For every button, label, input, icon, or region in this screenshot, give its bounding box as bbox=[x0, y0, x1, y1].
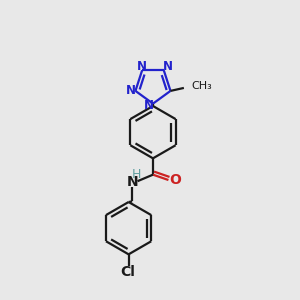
Text: N: N bbox=[163, 60, 173, 73]
Text: N: N bbox=[126, 84, 136, 98]
Text: H: H bbox=[131, 168, 141, 181]
Text: CH₃: CH₃ bbox=[191, 81, 212, 92]
Text: N: N bbox=[126, 175, 138, 189]
Text: O: O bbox=[169, 173, 181, 187]
Text: N: N bbox=[144, 99, 154, 112]
Text: N: N bbox=[136, 60, 146, 73]
Text: Cl: Cl bbox=[121, 265, 135, 279]
